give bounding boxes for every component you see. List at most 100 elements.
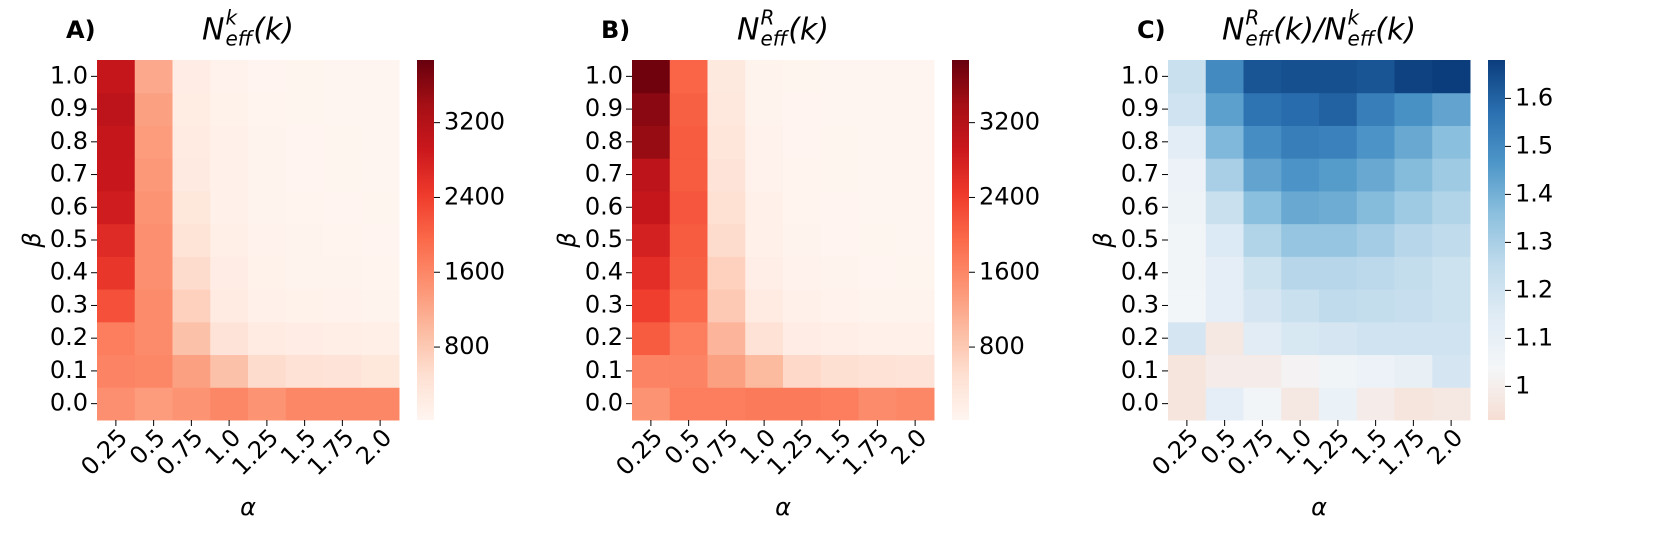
cell xyxy=(632,387,671,421)
cell xyxy=(669,190,708,225)
cell xyxy=(632,223,671,257)
cell xyxy=(97,92,136,126)
y-tick-label: 0.7 xyxy=(1121,160,1159,188)
cell xyxy=(707,92,746,126)
cell xyxy=(1281,158,1320,192)
cell xyxy=(172,354,211,388)
cell xyxy=(632,289,671,323)
cell xyxy=(1205,387,1244,421)
cell xyxy=(361,125,400,159)
cell xyxy=(1394,125,1433,159)
cell xyxy=(1168,60,1207,94)
cell xyxy=(896,387,935,421)
y-tick-label: 0.5 xyxy=(1121,225,1159,253)
y-tick-label: 0.3 xyxy=(585,290,623,318)
y-tick-label: 0.3 xyxy=(50,290,88,318)
y-axis-label: β xyxy=(1089,232,1117,248)
cell xyxy=(1319,190,1358,225)
colorbar-tick-label: 1600 xyxy=(979,257,1040,285)
cell xyxy=(172,60,211,94)
cell xyxy=(210,125,249,159)
x-tick-label: 2.0 xyxy=(351,423,398,470)
cell xyxy=(1168,387,1207,421)
cell xyxy=(285,387,324,421)
colorbar-tick-label: 1.1 xyxy=(1515,323,1553,351)
title-tail: (k) xyxy=(1375,13,1416,48)
cell xyxy=(248,92,287,126)
y-tick-label: 1.0 xyxy=(50,61,88,89)
cell xyxy=(1394,289,1433,323)
cell xyxy=(134,60,173,94)
cell xyxy=(858,125,897,159)
cell xyxy=(820,60,859,94)
title-sup: k xyxy=(1348,6,1361,30)
cell xyxy=(858,60,897,94)
cell xyxy=(248,60,287,94)
cell xyxy=(820,387,859,421)
cell xyxy=(361,190,400,225)
cell xyxy=(285,321,324,356)
cell xyxy=(285,190,324,225)
cell xyxy=(783,387,822,421)
y-tick-label: 0.1 xyxy=(50,356,88,384)
y-tick-label: 0.6 xyxy=(585,192,623,220)
cell xyxy=(361,387,400,421)
cell xyxy=(707,223,746,257)
cell xyxy=(1243,223,1282,257)
cell xyxy=(1319,354,1358,388)
cell xyxy=(1394,354,1433,388)
cell xyxy=(1319,256,1358,290)
cell xyxy=(783,125,822,159)
cell xyxy=(783,158,822,192)
x-tick-label: 2.0 xyxy=(1422,423,1469,470)
cell xyxy=(745,321,784,356)
y-tick-label: 0.2 xyxy=(585,323,623,351)
cell xyxy=(1319,387,1358,421)
cell xyxy=(134,321,173,356)
title-tail: (k)/ xyxy=(1273,13,1327,48)
cell xyxy=(285,125,324,159)
y-tick-label: 1.0 xyxy=(1121,61,1159,89)
cell xyxy=(896,92,935,126)
cell xyxy=(210,289,249,323)
cell xyxy=(745,256,784,290)
cell xyxy=(361,256,400,290)
y-tick-label: 0.6 xyxy=(1121,192,1159,220)
cell xyxy=(1281,223,1320,257)
cell xyxy=(285,223,324,257)
cell xyxy=(1319,223,1358,257)
cell xyxy=(1168,125,1207,159)
cell xyxy=(210,60,249,94)
title-base: N xyxy=(202,13,224,48)
title-sup: R xyxy=(1245,6,1259,30)
cell xyxy=(820,223,859,257)
cell xyxy=(1205,190,1244,225)
cell xyxy=(323,190,362,225)
cell xyxy=(669,158,708,192)
y-tick-label: 0.8 xyxy=(1121,127,1159,155)
cell xyxy=(858,321,897,356)
cell xyxy=(1205,158,1244,192)
cell xyxy=(248,289,287,323)
cell xyxy=(1281,60,1320,94)
cell xyxy=(745,125,784,159)
title-sub: eff xyxy=(225,27,254,51)
cell xyxy=(1356,92,1395,126)
cell xyxy=(896,158,935,192)
y-tick-label: 0.0 xyxy=(585,389,623,417)
cell xyxy=(1319,321,1358,356)
colorbar-tick-label: 1600 xyxy=(444,257,505,285)
colorbar-tick-label: 1.6 xyxy=(1515,83,1553,111)
cell xyxy=(210,223,249,257)
cell xyxy=(1394,223,1433,257)
cell xyxy=(1205,321,1244,356)
colorbar-tick-label: 1.4 xyxy=(1515,179,1553,207)
cell xyxy=(172,190,211,225)
cell xyxy=(97,125,136,159)
cell xyxy=(1243,190,1282,225)
cell xyxy=(361,92,400,126)
cell xyxy=(134,256,173,290)
cell xyxy=(1168,321,1207,356)
